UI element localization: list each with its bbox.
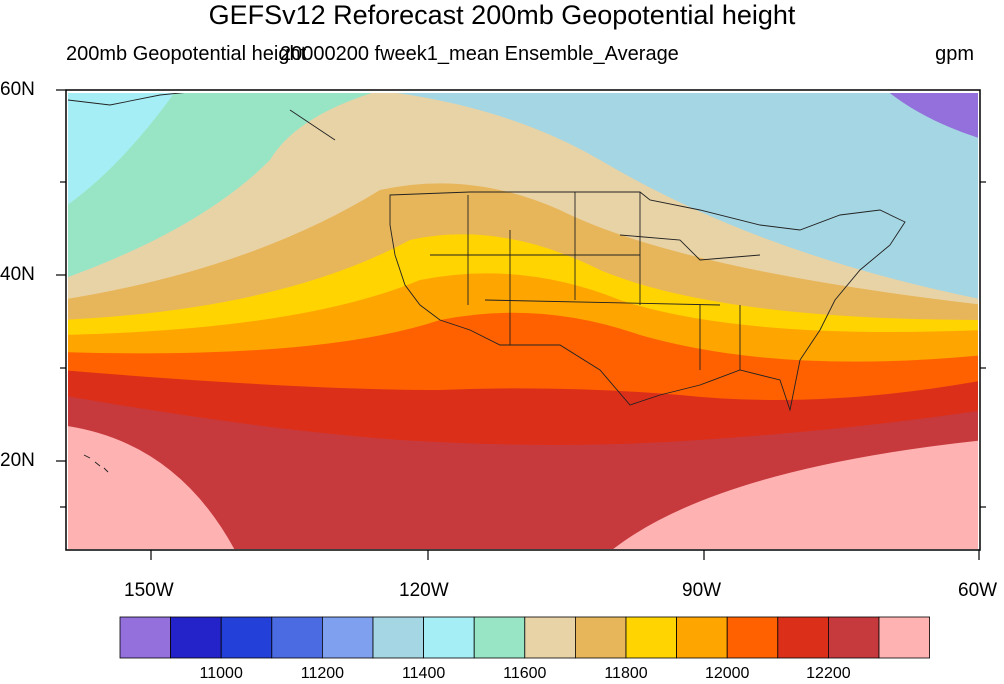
center-subtitle: 20000200 fweek1_mean Ensemble_Average: [280, 43, 679, 65]
colorbar: [119, 616, 930, 659]
colorbar-box-0: [119, 616, 171, 659]
colorbar-box-8: [524, 616, 576, 659]
boundary-line: [83, 454, 91, 459]
boundary-line: [619, 234, 761, 261]
contour-bands: [68, 93, 978, 549]
colorbar-box-13: [777, 616, 829, 659]
colorbar-box-1: [170, 616, 222, 659]
lon-label-120w: 120W: [399, 580, 449, 601]
colorbar-label-3: 11600: [503, 665, 547, 682]
colorbar-box-2: [220, 616, 273, 659]
colorbar-box-14: [828, 616, 880, 659]
lat-label-20n: 20N: [0, 450, 35, 471]
land-outlines: [68, 93, 906, 473]
boundary-line: [94, 461, 101, 467]
map-frame: [65, 89, 981, 551]
lon-label-60w: 60W: [958, 580, 998, 601]
colorbar-box-3: [271, 616, 323, 659]
lat-label-60n: 60N: [0, 79, 35, 100]
colorbar-label-6: 12200: [806, 665, 851, 682]
lon-label-90w: 90W: [682, 580, 722, 601]
colorbar-label-5: 12000: [704, 665, 750, 682]
boundary-line: [289, 109, 336, 141]
colorbar-box-12: [726, 616, 779, 659]
chart-title: GEFSv12 Reforecast 200mb Geopotential he…: [208, 0, 796, 30]
axis-ticks: [56, 89, 986, 560]
colorbar-box-6: [423, 616, 475, 659]
colorbar-label-4: 11800: [604, 665, 648, 682]
band-15: [68, 426, 235, 549]
colorbar-label-1: 11200: [300, 665, 345, 682]
lon-label-150w: 150W: [124, 580, 174, 601]
colorbar-label-2: 11400: [401, 665, 446, 682]
colorbar-box-15: [878, 616, 930, 659]
boundary-line: [103, 467, 109, 473]
left-subtitle: 200mb Geopotential height: [66, 43, 307, 65]
colorbar-label-0: 11000: [199, 665, 243, 682]
lat-label-40n: 40N: [0, 264, 35, 285]
colorbar-box-10: [625, 616, 677, 659]
colorbar-box-7: [473, 616, 526, 659]
units-label: gpm: [935, 43, 974, 65]
colorbar-box-4: [321, 616, 374, 659]
colorbar-box-5: [372, 616, 424, 659]
boundary-line: [484, 299, 721, 306]
band-0: [889, 93, 978, 138]
conus-outline: [389, 191, 906, 412]
colorbar-box-11: [676, 616, 728, 659]
colorbar-box-9: [575, 616, 627, 659]
band-5: [396, 93, 978, 299]
band-15: [613, 440, 978, 549]
boundary-line: [68, 93, 185, 106]
